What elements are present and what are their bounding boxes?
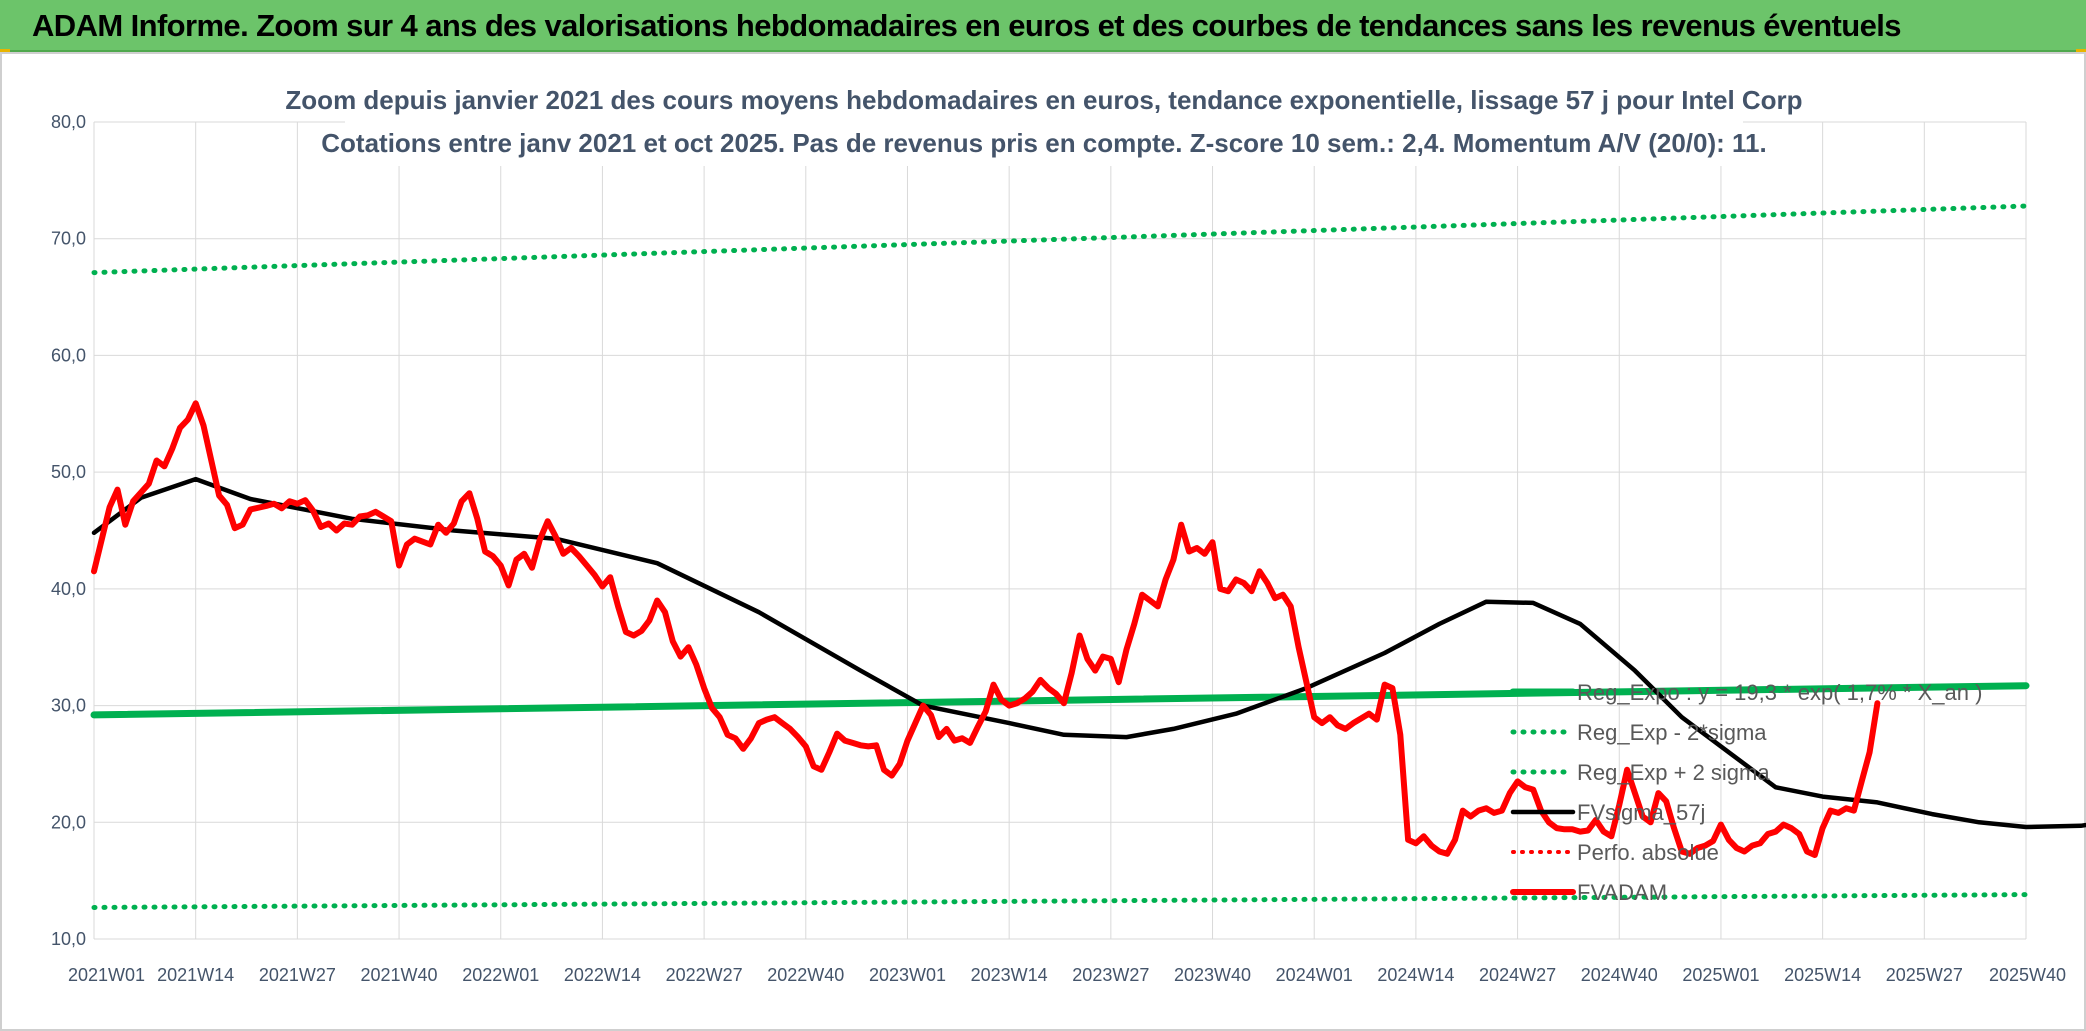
grid-lines [93, 121, 2027, 940]
y-tick-label: 30,0 [51, 696, 86, 716]
y-tick-label: 80,0 [51, 112, 86, 132]
legend-entry-label: FVADAM [1577, 880, 1667, 905]
legend-entry-label: Perfo. absolue [1577, 840, 1719, 865]
x-tick-label: 2025W01 [1682, 965, 1759, 985]
legend-entry-label: Reg_Exp + 2 sigma [1577, 760, 1770, 785]
report-banner: ADAM Informe. Zoom sur 4 ans des valoris… [0, 0, 2086, 52]
x-tick-label: 2024W27 [1479, 965, 1556, 985]
chart-frame [0, 52, 2086, 1031]
series-line-dotted-green [91, 892, 2029, 910]
x-tick-label: 2021W01 [68, 965, 145, 985]
chart-title: Zoom depuis janvier 2021 des cours moyen… [285, 85, 1802, 115]
x-tick-label: 2023W01 [869, 965, 946, 985]
x-tick-label: 2025W27 [1886, 965, 1963, 985]
x-tick-label: 2023W14 [971, 965, 1048, 985]
x-tick-label: 2025W40 [1989, 965, 2066, 985]
legend-entry-label: Reg_Expo : y = 19,3 * exp( 1,7% * X_an ) [1577, 680, 1982, 705]
x-tick-label: 2022W14 [564, 965, 641, 985]
x-tick-label: 2024W01 [1276, 965, 1353, 985]
legend-entry-label: FVsigma_57j [1577, 800, 1705, 825]
x-tick-label: 2021W40 [361, 965, 438, 985]
y-tick-label: 20,0 [51, 812, 86, 832]
x-tick-label: 2021W14 [157, 965, 234, 985]
x-tick-label: 2022W27 [666, 965, 743, 985]
x-tick-label: 2022W40 [767, 965, 844, 985]
legend-entry-label: Reg_Exp - 2*sigma [1577, 720, 1767, 745]
x-tick-label: 2024W14 [1377, 965, 1454, 985]
series-line-solid-red-thick [91, 400, 1881, 858]
x-tick-label: 2023W40 [1174, 965, 1251, 985]
y-tick-label: 40,0 [51, 579, 86, 599]
series-lines [90, 203, 2086, 910]
y-tick-label: 10,0 [51, 929, 86, 949]
series-line-dotted-green [91, 203, 2029, 276]
x-tick-label: 2021W27 [259, 965, 336, 985]
y-tick-label: 70,0 [51, 229, 86, 249]
x-tick-label: 2023W27 [1072, 965, 1149, 985]
chart-titles: Zoom depuis janvier 2021 des cours moyen… [285, 78, 1803, 166]
x-tick-label: 2024W40 [1581, 965, 1658, 985]
y-tick-label: 50,0 [51, 462, 86, 482]
chart-subtitle: Cotations entre janv 2021 et oct 2025. P… [321, 128, 1766, 158]
x-tick-label: 2025W14 [1784, 965, 1861, 985]
y-tick-label: 60,0 [51, 345, 86, 365]
title-background [345, 78, 1743, 166]
report-title: ADAM Informe. Zoom sur 4 ans des valoris… [32, 8, 1902, 43]
x-tick-label: 2022W01 [462, 965, 539, 985]
y-axis-ticks: 10,0 20,0 30,0 40,0 50,0 60,0 70,0 80,0 [51, 112, 86, 949]
x-axis-ticks: 2021W01 2021W14 2021W27 2021W40 2022W01 2022W… [68, 965, 2066, 985]
chart-legend: Reg_Expo : y = 19,3 * exp( 1,7% * X_an )… [1509, 680, 1982, 905]
